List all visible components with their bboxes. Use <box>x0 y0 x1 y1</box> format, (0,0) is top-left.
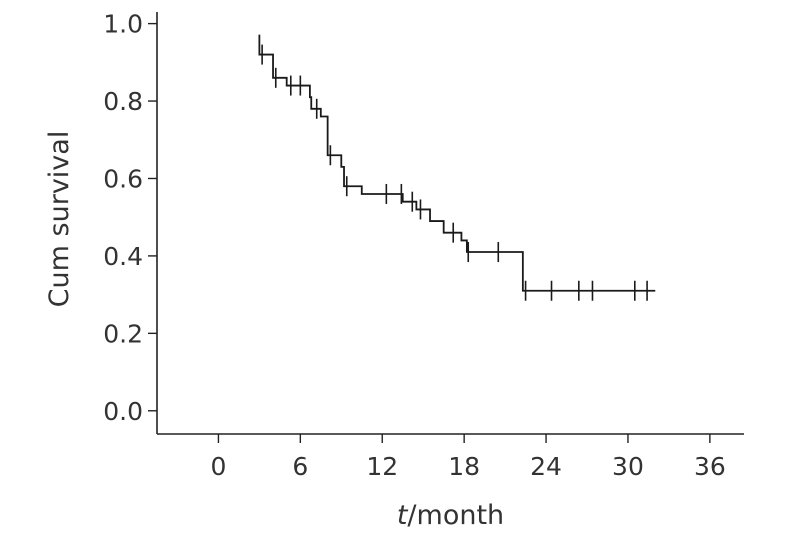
y-ticks: 0.0 0.2 0.4 0.6 0.8 1.0 <box>103 10 157 426</box>
plot-area <box>258 34 656 301</box>
x-tick-label: 0 <box>210 452 226 481</box>
y-tick-label: 0.8 <box>103 87 143 116</box>
censor-marks <box>261 44 648 301</box>
y-tick-label: 0.0 <box>103 397 143 426</box>
x-tick-label: 36 <box>694 452 726 481</box>
y-tick-label: 0.4 <box>103 242 143 271</box>
survival-step-line <box>258 34 656 292</box>
x-axis-label-unit: /month <box>407 500 504 531</box>
y-axis-label: Cum survival <box>44 131 75 308</box>
x-tick-label: 6 <box>292 452 308 481</box>
x-tick-label: 24 <box>530 452 562 481</box>
x-tick-label: 30 <box>612 452 644 481</box>
axes <box>156 12 744 435</box>
x-ticks: 0 6 12 18 24 30 36 <box>210 434 726 481</box>
y-tick-label: 0.6 <box>103 164 143 193</box>
x-axis-label-variable: t <box>397 500 409 531</box>
y-tick-label: 0.2 <box>103 319 143 348</box>
x-tick-label: 12 <box>366 452 398 481</box>
y-tick-label: 1.0 <box>103 10 143 39</box>
x-tick-label: 18 <box>448 452 480 481</box>
x-axis-label: t/month <box>397 500 504 531</box>
